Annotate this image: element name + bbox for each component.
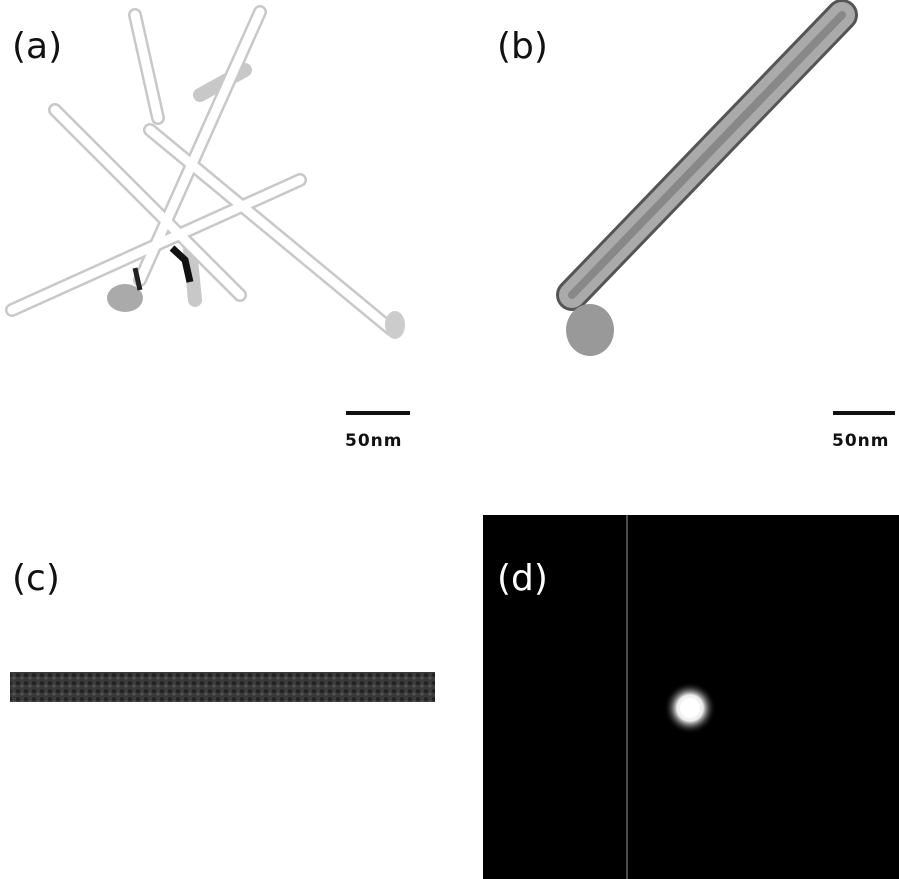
panel-c: (c) [10, 558, 435, 702]
panel-d: (d) [483, 515, 899, 879]
panel-a: (a) 50nm [12, 12, 410, 451]
scale-bar-label: 50nm [345, 431, 402, 451]
scale-bar-label: 50nm [832, 431, 889, 451]
figure: (a) 50nm (b) 50nm (c) (d) [0, 0, 899, 879]
nanowire-core [572, 15, 842, 295]
panel-label: (d) [497, 558, 548, 599]
panel-label: (a) [12, 26, 62, 67]
panel-label: (c) [12, 558, 60, 599]
catalyst-tip [385, 311, 405, 339]
nanowire-cores [12, 12, 392, 330]
central-beam [680, 698, 700, 718]
catalyst-tip [566, 304, 614, 356]
panel-b: (b) 50nm [497, 15, 895, 451]
nanowire-lattice [10, 672, 435, 702]
panel-label: (b) [497, 26, 548, 67]
